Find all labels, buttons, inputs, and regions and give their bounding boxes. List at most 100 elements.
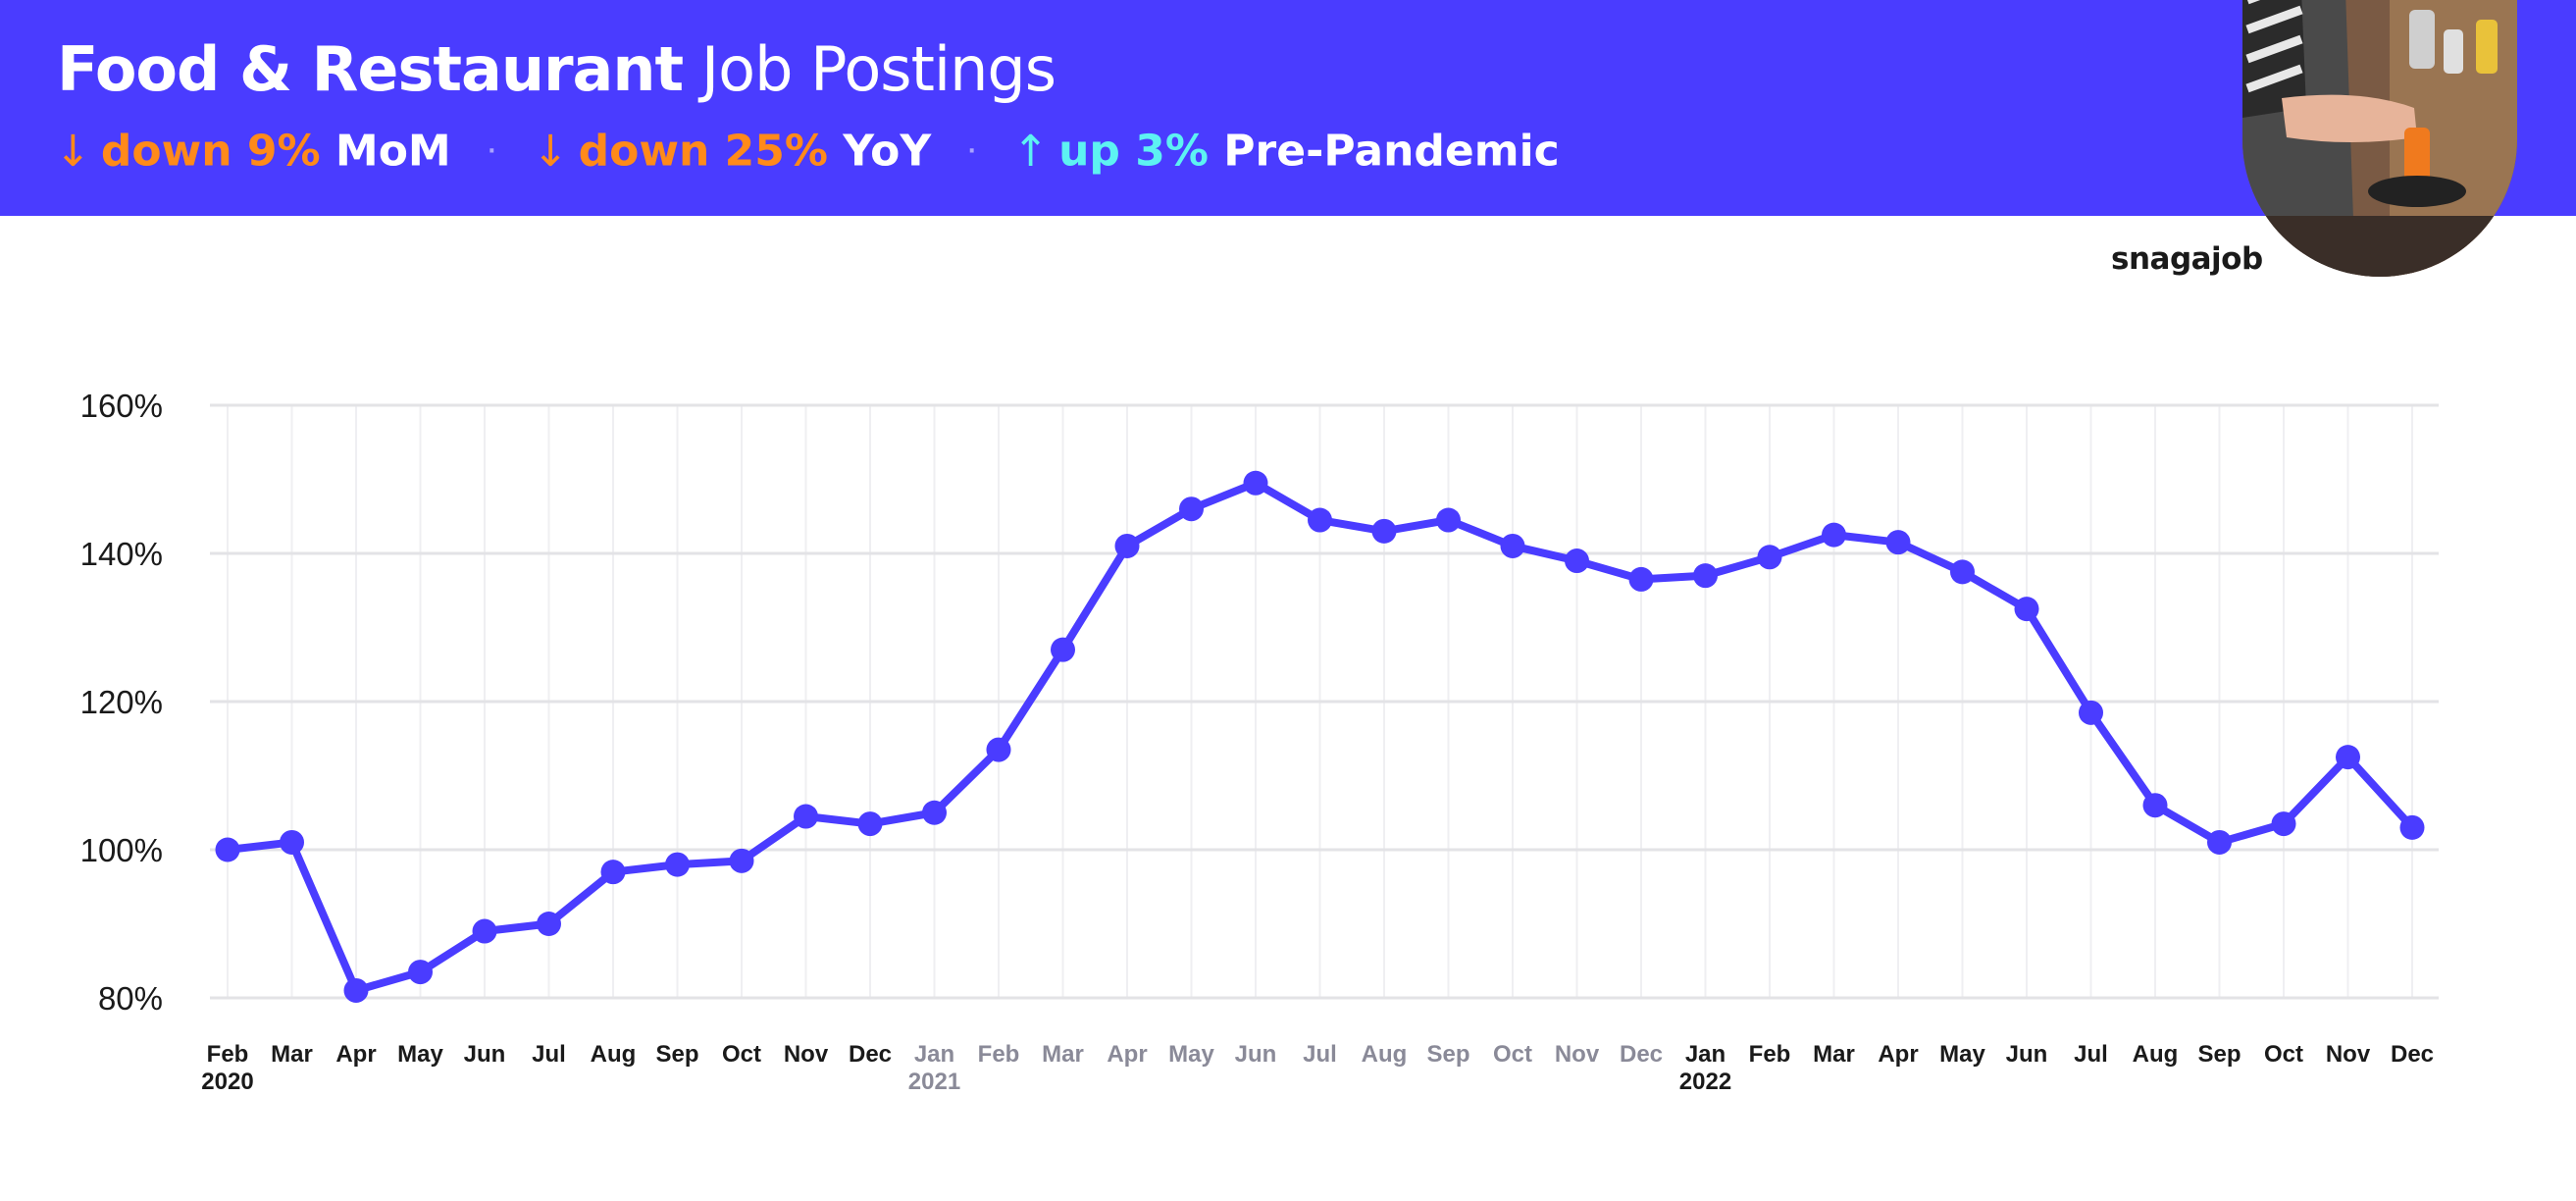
stat-mom-value: down 9% [100,126,321,177]
data-point [1885,530,1911,555]
x-tick-label: Dec [849,1041,892,1068]
x-tick-label: Sep [2197,1041,2241,1068]
x-tick-label: Apr [1107,1041,1147,1068]
data-point [1822,522,1846,548]
data-point [537,912,561,936]
x-tick-label: Nov [2326,1041,2371,1068]
data-point [729,848,754,873]
data-point [1051,637,1075,662]
data-point [1628,566,1654,592]
data-point [922,800,947,825]
y-tick-label: 100% [80,832,163,868]
x-tick-label: Jun [464,1041,506,1068]
x-tick-label: Sep [655,1041,698,1068]
data-point [1308,507,1332,533]
stat-separator: · [967,138,976,164]
data-point [472,918,497,944]
data-point [1500,533,1525,558]
x-tick-label: May [1939,1041,1985,1068]
x-tick-label: Feb [978,1041,1020,1068]
data-point [215,837,240,862]
x-tick-label: Aug [2133,1041,2179,1068]
data-point [1114,533,1140,558]
x-tick-label: Jun [1235,1041,1277,1068]
x-tick-label: Jan [1685,1041,1726,1068]
x-tick-label: Oct [1493,1041,1532,1068]
x-tick-label: Nov [1555,1041,1600,1068]
data-point [2399,814,2425,840]
y-tick-label: 160% [80,388,163,424]
title-bold: Food & Restaurant [57,33,684,105]
x-tick-label: Aug [591,1041,637,1068]
y-tick-label: 120% [80,684,163,720]
data-point [2271,811,2296,837]
x-tick-label: May [1168,1041,1214,1068]
series-layer [215,470,2425,1003]
arrow-down-icon: ↓ [532,126,569,177]
title-light: Job Postings [700,33,1056,105]
y-tick-label: 80% [98,980,163,1017]
stat-prepandemic-value: up 3% [1058,126,1209,177]
x-tick-label: Apr [1878,1041,1918,1068]
data-point [1565,548,1589,574]
x-tick-label: Dec [1620,1041,1663,1068]
data-point [343,977,369,1003]
data-point [1243,470,1268,496]
data-point [986,737,1011,762]
x-tick-label: Oct [2264,1041,2303,1068]
x-tick-label: Mar [271,1041,313,1068]
header-banner: Food & Restaurant Job Postings ↓ down 9% … [0,0,2576,216]
y-axis: 80% 100% 120% 140% 160% [80,388,163,1017]
stat-mom-label: MoM [335,126,451,177]
stat-yoy-label: YoY [843,126,932,177]
stats-row: ↓ down 9% MoM · ↓ down 25% YoY · ↑ up 3% Pr… [55,124,1560,177]
stat-separator: · [488,138,496,164]
x-tick-label: Jun [2006,1041,2048,1068]
x-tick-label: Mar [1813,1041,1855,1068]
data-point [2014,597,2039,622]
data-point [794,804,818,829]
horizontal-grid [210,403,2439,1000]
x-tick-label: Dec [2391,1041,2434,1068]
x-tick-label: Jul [532,1041,566,1068]
data-point [1693,563,1718,589]
data-point [1757,545,1782,570]
data-point [600,860,626,885]
page-title: Food & Restaurant Job Postings [57,33,1056,105]
x-tick-label: Sep [1426,1041,1469,1068]
data-point [665,852,690,877]
x-tick-label: Jan [914,1041,954,1068]
x-tick-label: Mar [1042,1041,1084,1068]
data-point [1179,496,1204,522]
data-point [1436,507,1461,533]
x-year-label: 2022 [1679,1069,1731,1095]
arrow-down-icon: ↓ [55,126,91,177]
data-point [2207,829,2232,855]
x-tick-label: May [397,1041,443,1068]
x-tick-label: Feb [207,1041,249,1068]
x-tick-label: Jul [1303,1041,1337,1068]
data-point [1371,518,1397,544]
data-point [857,811,883,837]
data-point [408,960,433,985]
data-point [2079,700,2103,725]
data-point [1950,559,1975,585]
brand-logo: snagajob [2111,241,2263,277]
arrow-up-icon: ↑ [1012,126,1050,177]
data-point [2336,745,2360,770]
x-tick-label: Jul [2074,1041,2108,1068]
x-tick-label: Feb [1749,1041,1791,1068]
x-tick-label: Nov [784,1041,829,1068]
stat-yoy-value: down 25% [578,126,828,177]
data-point [280,829,304,855]
data-point [2142,793,2168,818]
stat-prepandemic-label: Pre-Pandemic [1223,126,1560,177]
x-tick-label: Oct [722,1041,761,1068]
x-tick-label: Aug [1362,1041,1408,1068]
y-tick-label: 140% [80,536,163,572]
x-tick-label: Apr [335,1041,376,1068]
x-year-label: 2021 [908,1069,960,1095]
x-year-label: 2020 [201,1069,253,1095]
